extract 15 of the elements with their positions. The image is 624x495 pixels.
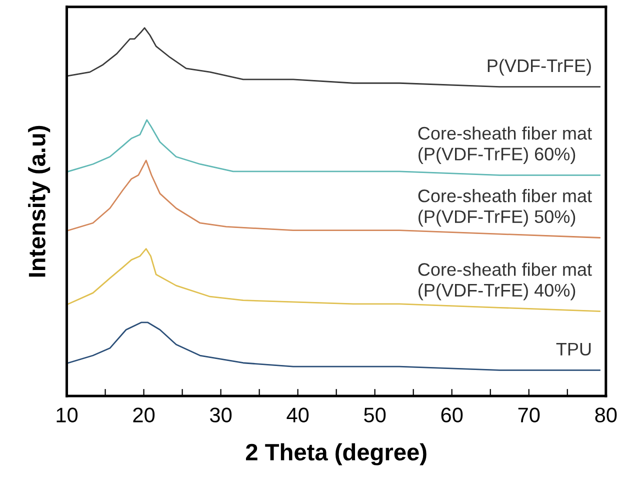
x-axis-title: 2 Theta (degree) [246,443,426,466]
series-label: TPU [556,342,591,356]
x-tick-label: 40 [286,408,309,422]
x-tick-label: 80 [595,408,617,422]
series-label: Core-sheath fiber mat (P(VDF-TrFE) 50%) [418,189,592,227]
x-tick-label: 10 [56,408,78,422]
series-label: Core-sheath fiber mat (P(VDF-TrFE) 40%) [418,262,592,300]
x-tick-label: 30 [210,408,232,422]
series-label: Core-sheath fiber mat (P(VDF-TrFE) 60%) [418,126,592,164]
x-tick-label: 70 [518,408,540,422]
x-tick-label: 60 [441,408,463,422]
y-axis-title: Intensity (a.u) [28,126,50,277]
x-tick-label: 20 [133,408,155,422]
series-label: P(VDF-TrFE) [488,58,591,76]
x-tick-label: 50 [364,408,386,422]
